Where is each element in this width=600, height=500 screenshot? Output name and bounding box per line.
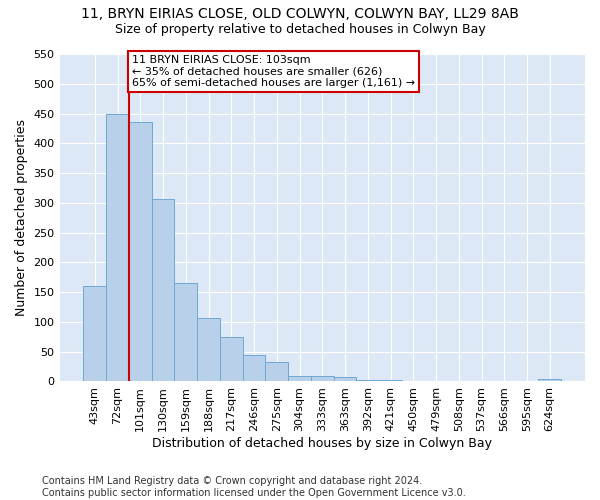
Bar: [265, 362, 288, 382]
Bar: [220, 338, 242, 382]
Bar: [175, 283, 197, 382]
Bar: [311, 376, 334, 382]
Bar: [379, 380, 402, 382]
X-axis label: Distribution of detached houses by size in Colwyn Bay: Distribution of detached houses by size …: [152, 437, 492, 450]
Bar: [197, 318, 220, 382]
Bar: [242, 356, 265, 382]
Bar: [356, 380, 379, 382]
Text: 11 BRYN EIRIAS CLOSE: 103sqm
← 35% of detached houses are smaller (626)
65% of s: 11 BRYN EIRIAS CLOSE: 103sqm ← 35% of de…: [133, 55, 415, 88]
Text: Contains HM Land Registry data © Crown copyright and database right 2024.
Contai: Contains HM Land Registry data © Crown c…: [42, 476, 466, 498]
Bar: [129, 122, 152, 382]
Bar: [83, 286, 106, 382]
Bar: [402, 381, 425, 382]
Bar: [106, 114, 129, 382]
Text: 11, BRYN EIRIAS CLOSE, OLD COLWYN, COLWYN BAY, LL29 8AB: 11, BRYN EIRIAS CLOSE, OLD COLWYN, COLWY…: [81, 8, 519, 22]
Text: Size of property relative to detached houses in Colwyn Bay: Size of property relative to detached ho…: [115, 22, 485, 36]
Bar: [538, 379, 561, 382]
Bar: [334, 376, 356, 382]
Bar: [152, 198, 175, 382]
Bar: [425, 381, 448, 382]
Y-axis label: Number of detached properties: Number of detached properties: [15, 119, 28, 316]
Bar: [288, 376, 311, 382]
